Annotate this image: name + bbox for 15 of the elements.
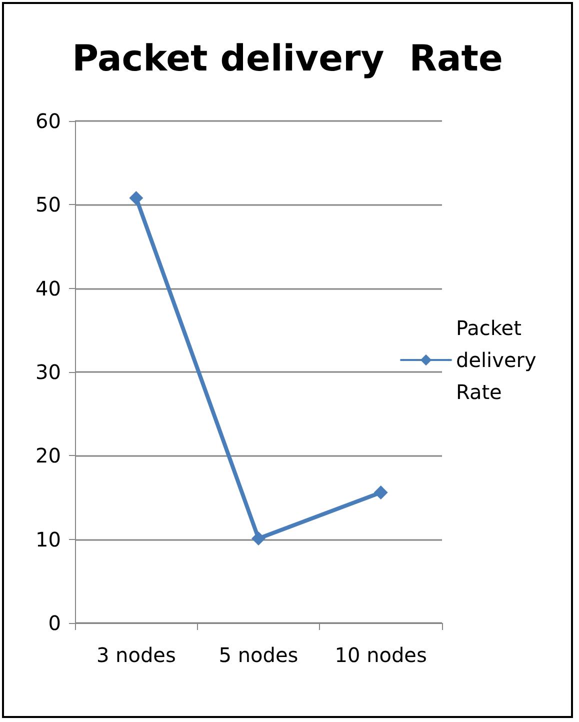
point [252, 531, 266, 546]
legend-label: Packet delivery Rate [456, 316, 543, 404]
y-tick-label: 60 [36, 109, 61, 133]
x-tick-label: 3 nodes [96, 643, 176, 667]
y-tick-label: 30 [36, 360, 61, 384]
point [374, 485, 388, 500]
y-tick-label: 20 [36, 444, 61, 468]
x-tick-label: 5 nodes [218, 643, 298, 667]
y-tick-label: 50 [36, 192, 61, 217]
y-tick-label: 40 [36, 276, 61, 300]
point [129, 190, 144, 205]
y-tick-label: 0 [48, 611, 61, 635]
x-tick-label: 10 nodes [334, 643, 427, 667]
chart-title: Packet delivery Rate [72, 38, 503, 80]
y-tick-label: 10 [36, 527, 61, 552]
